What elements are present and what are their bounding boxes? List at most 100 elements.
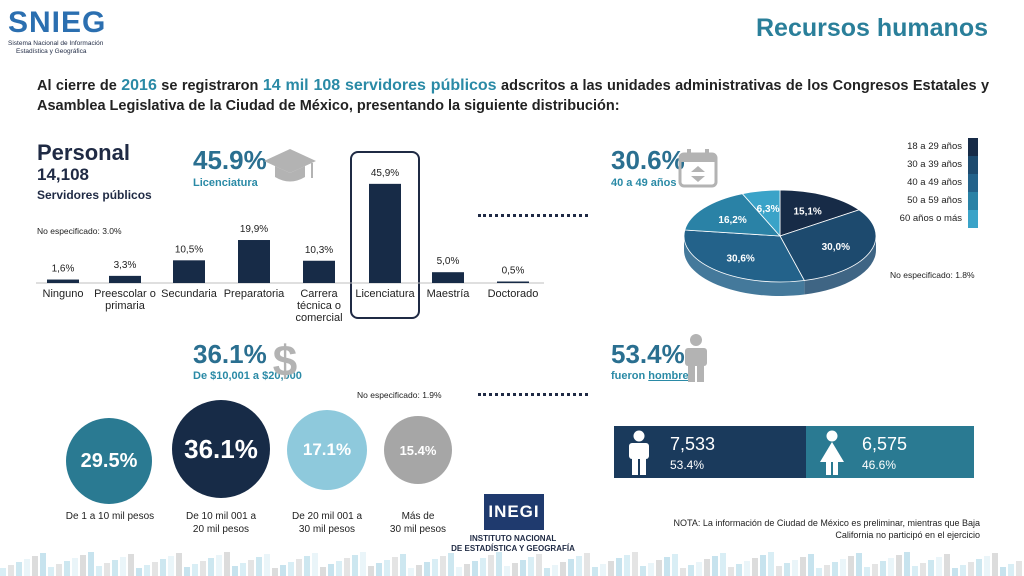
education-note: No especificado: 3.0% — [37, 226, 122, 236]
income-circle-value: 29.5% — [80, 449, 138, 472]
snieg-logo: SNIEG Sistema Nacional de Información Es… — [8, 6, 128, 56]
strip-tile — [272, 568, 278, 576]
income-circle-label-1: De 1 a 10 mil pesos — [52, 510, 168, 523]
strip-tile — [392, 557, 398, 576]
strip-tile — [360, 552, 366, 576]
age-legend: 18 a 29 años 30 a 39 años 40 a 49 años 5… — [896, 138, 980, 228]
strip-tile — [144, 565, 150, 576]
strip-tile — [200, 561, 206, 576]
income-label-line: De 20 mil 001 a — [291, 511, 363, 522]
pie-slice — [684, 193, 781, 237]
bar-value-label: 5,0% — [437, 256, 460, 267]
strip-tile — [336, 561, 342, 576]
pie-slice-label: 6,3% — [757, 204, 780, 215]
income-note: No especificado: 1.9% — [357, 390, 442, 400]
income-label-line: De 10 mil 001 a — [185, 511, 257, 522]
strip-tile — [528, 557, 534, 576]
strip-tile — [112, 560, 118, 576]
strip-tile — [696, 562, 702, 576]
strip-tile — [224, 552, 230, 576]
sex-highlight-pct: 53.4% — [611, 339, 685, 369]
bar-value-label: 10,5% — [175, 244, 203, 255]
strip-tile — [752, 558, 758, 576]
category-label: Maestría — [427, 288, 471, 300]
legend-label: 50 a 59 años — [907, 195, 962, 206]
female-count: 6,575 — [862, 434, 908, 454]
strip-tile — [592, 567, 598, 576]
strip-tile — [704, 559, 710, 576]
category-label: Carrera — [300, 288, 338, 300]
personal-subtitle: Servidores públicos — [37, 188, 152, 202]
strip-tile — [888, 558, 894, 576]
strip-tile — [760, 555, 766, 576]
strip-tile — [1016, 561, 1022, 576]
strip-tile — [608, 561, 614, 576]
strip-tile — [408, 568, 414, 576]
strip-tile — [944, 554, 950, 576]
strip-tile — [680, 568, 686, 576]
strip-tile — [488, 555, 494, 576]
income-circle-value: 15.4% — [399, 442, 437, 458]
strip-tile — [816, 568, 822, 576]
strip-tile — [48, 567, 54, 576]
strip-tile — [1008, 564, 1014, 576]
category-label: comercial — [295, 312, 342, 324]
footnote-line: NOTA: La información de Ciudad de México… — [673, 518, 980, 528]
strip-tile — [160, 559, 166, 576]
sex-label-part: fueron — [611, 370, 649, 382]
strip-tile — [384, 560, 390, 576]
strip-tile — [232, 566, 238, 576]
pie-slice-side — [684, 236, 805, 296]
strip-tile — [0, 568, 6, 576]
strip-tile — [672, 554, 678, 576]
strip-tile — [784, 563, 790, 576]
page-title: Recursos humanos — [755, 14, 988, 42]
legend-item: 18 a 29 años — [896, 138, 980, 156]
strip-tile — [96, 566, 102, 576]
bar — [47, 279, 79, 283]
strip-tile — [600, 564, 606, 576]
footnote-line: California no participó en el ejercicio — [835, 530, 980, 540]
strip-tile — [960, 565, 966, 576]
strip-tile — [776, 566, 782, 576]
income-circle-value: 17.1% — [302, 440, 352, 459]
strip-tile — [824, 565, 830, 576]
strip-tile — [352, 555, 358, 576]
legend-item: 60 años o más — [896, 210, 980, 228]
inegi-line-1: INSTITUTO NACIONAL — [469, 534, 557, 543]
bar-value-label: 45,9% — [371, 168, 399, 179]
strip-tile — [536, 554, 542, 576]
inegi-line-2: DE ESTADÍSTICA Y GEOGRAFÍA — [451, 544, 575, 553]
strip-tile — [728, 567, 734, 576]
strip-tile — [632, 552, 638, 576]
strip-tile — [320, 567, 326, 576]
strip-tile — [328, 564, 334, 576]
sex-highlight-label: fueron hombres — [611, 370, 695, 382]
graduation-cap-icon — [264, 149, 316, 182]
strip-tile — [496, 552, 502, 576]
strip-tile — [184, 567, 190, 576]
age-highlight-label: 40 a 49 años — [611, 177, 677, 189]
inegi-word: INEGI — [484, 494, 544, 530]
footnote: NOTA: La información de Ciudad de México… — [640, 517, 980, 541]
bar — [173, 260, 205, 283]
strip-tile — [840, 559, 846, 576]
intro-part-1: Al cierre de — [37, 78, 122, 94]
bar — [432, 272, 464, 283]
strip-tile — [176, 553, 182, 576]
strip-tile — [624, 555, 630, 576]
strip-tile — [280, 565, 286, 576]
strip-tile — [856, 553, 862, 576]
intro-part-2: se registraron — [156, 78, 263, 94]
bar-value-label: 10,3% — [305, 245, 333, 256]
income-circle-3: 17.1% — [287, 410, 367, 490]
category-label: Preescolar o — [94, 288, 156, 300]
decorative-bottom-strip — [0, 552, 1022, 576]
strip-tile — [936, 557, 942, 576]
strip-tile — [968, 562, 974, 576]
bar-value-label: 1,6% — [52, 264, 75, 275]
strip-tile — [832, 562, 838, 576]
strip-tile — [552, 565, 558, 576]
strip-tile — [152, 562, 158, 576]
strip-tile — [456, 567, 462, 576]
